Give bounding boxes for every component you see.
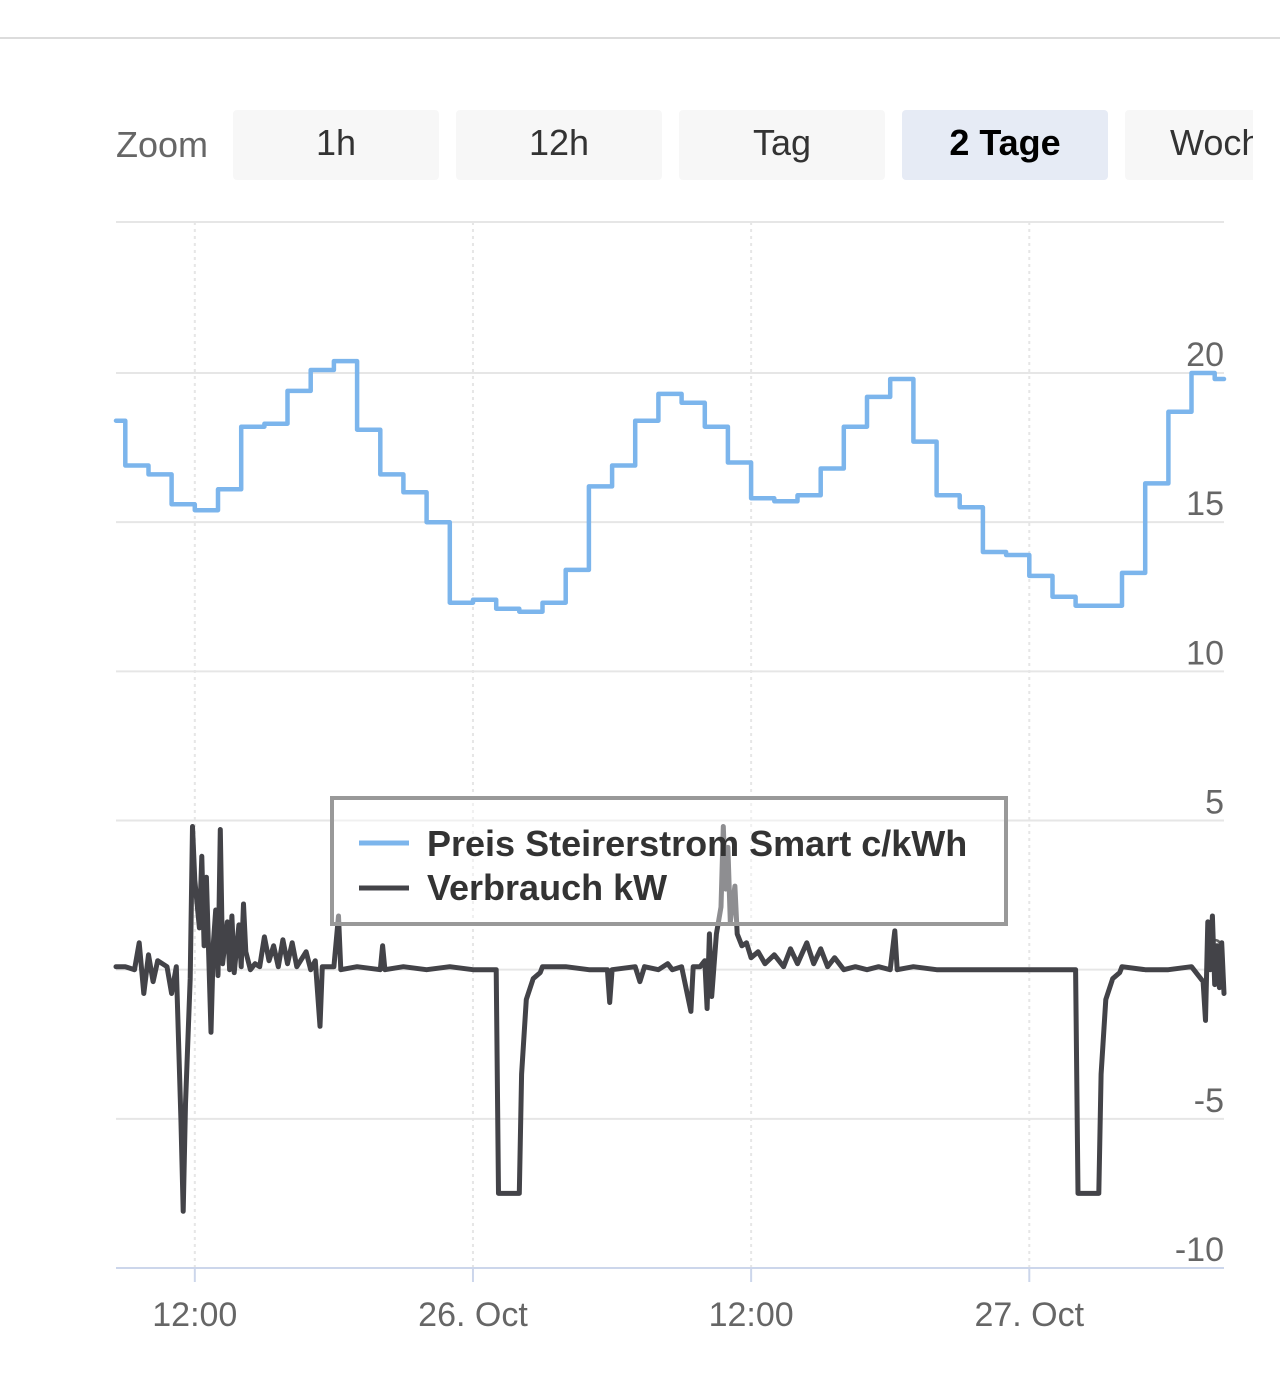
legend-consumption-label[interactable]: Verbrauch kW [427, 867, 667, 908]
y-tick-label: 10 [1186, 634, 1224, 672]
y-tick-label: 15 [1186, 485, 1224, 523]
series-layer [113, 358, 1227, 1214]
y-tick-label: 20 [1186, 336, 1224, 374]
horizontal-gridlines [116, 372, 1224, 1120]
y-tick-label: 5 [1205, 784, 1224, 822]
zoom-bar: Zoom 1h 12h Tag 2 Tage Woche [116, 110, 1253, 182]
zoom-button-woche[interactable]: Woche [1125, 110, 1253, 180]
x-tick-label: 27. Oct [974, 1296, 1084, 1334]
zoom-button-12h[interactable]: 12h [456, 110, 662, 180]
consumption-series-line[interactable] [113, 824, 1227, 1214]
legend-box [330, 796, 1008, 926]
top-divider [0, 37, 1280, 39]
y-tick-label: -10 [1175, 1231, 1224, 1269]
x-tick-label: 12:00 [152, 1296, 237, 1334]
x-tick-label: 12:00 [709, 1296, 794, 1334]
x-axis-ticks: 12:00 26. Oct 12:00 27. Oct [152, 1268, 1085, 1334]
legend-price-label[interactable]: Preis Steirerstrom Smart c/kWh [427, 823, 967, 864]
x-tick-label: 26. Oct [418, 1296, 528, 1334]
y-tick-label: -5 [1194, 1082, 1224, 1120]
zoom-button-tag[interactable]: Tag [679, 110, 885, 180]
price-series-line[interactable] [113, 358, 1227, 614]
zoom-label: Zoom [116, 124, 209, 165]
zoom-button-1h[interactable]: 1h [233, 110, 439, 180]
zoom-button-2-tage[interactable]: 2 Tage [902, 110, 1108, 180]
legend: Preis Steirerstrom Smart c/kWh Verbrauch… [330, 796, 1008, 926]
